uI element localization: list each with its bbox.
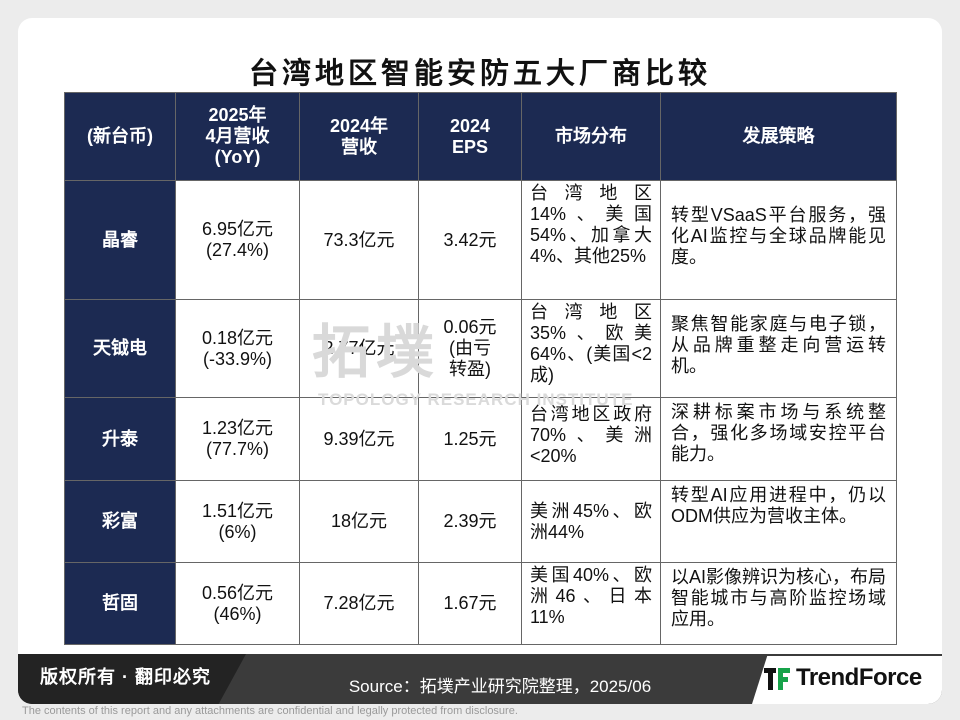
april-revenue-cell: 6.95亿元 (27.4%) <box>175 180 300 300</box>
market-cell: 台湾地区35%、欧美64%、(美国<2成) <box>521 299 661 398</box>
strategy-cell: 转型VSaaS平台服务，强化AI监控与全球品牌能见度。 <box>660 180 897 300</box>
header-market: 市场分布 <box>521 92 661 181</box>
company-name: 升泰 <box>64 397 176 481</box>
table-row: 彩富 1.51亿元 (6%) 18亿元 2.39元 美洲45%、欧洲44% 转型… <box>64 480 897 563</box>
april-revenue-cell: 0.56亿元 (46%) <box>175 562 300 645</box>
company-name: 晶睿 <box>64 180 176 300</box>
table-row: 哲固 0.56亿元 (46%) 7.28亿元 1.67元 美国40%、欧洲46、… <box>64 562 897 645</box>
eps-cell: 0.06元 (由亏 转盈) <box>418 299 522 398</box>
table-row: 晶睿 6.95亿元 (27.4%) 73.3亿元 3.42元 台湾地区14%、美… <box>64 180 897 300</box>
header-2024-eps: 2024 EPS <box>418 92 522 181</box>
april-revenue-cell: 0.18亿元 (-33.9%) <box>175 299 300 398</box>
market-cell: 台湾地区14%、美国54%、加拿大4%、其他25% <box>521 180 661 300</box>
strategy-cell: 以AI影像辨识为核心，布局智能城市与高阶监控场域应用。 <box>660 562 897 645</box>
eps-cell: 2.39元 <box>418 480 522 563</box>
logo-wordmark: TrendForce <box>796 664 922 691</box>
market-cell: 美国40%、欧洲46、日本11% <box>521 562 661 645</box>
market-cell: 台湾地区政府70%、美洲<20% <box>521 397 661 481</box>
revenue-2024-cell: 7.28亿元 <box>299 562 419 645</box>
eps-cell: 1.25元 <box>418 397 522 481</box>
revenue-2024-cell: 2.77亿元 <box>299 299 419 398</box>
april-revenue-cell: 1.23亿元 (77.7%) <box>175 397 300 481</box>
table-row: 升泰 1.23亿元 (77.7%) 9.39亿元 1.25元 台湾地区政府70%… <box>64 397 897 481</box>
company-name: 彩富 <box>64 480 176 563</box>
copyright-label: 版权所有 · 翻印必究 <box>18 654 246 704</box>
april-revenue-cell: 1.51亿元 (6%) <box>175 480 300 563</box>
market-cell: 美洲45%、欧洲44% <box>521 480 661 563</box>
table-row: 天钺电 0.18亿元 (-33.9%) 2.77亿元 0.06元 (由亏 转盈)… <box>64 299 897 398</box>
revenue-2024-cell: 9.39亿元 <box>299 397 419 481</box>
eps-cell: 1.67元 <box>418 562 522 645</box>
header-currency: (新台币) <box>64 92 176 181</box>
strategy-cell: 聚焦智能家庭与电子锁，从品牌重整走向营运转机。 <box>660 299 897 398</box>
source-text: Source：拓墣产业研究院整理，2025/06 <box>348 677 652 696</box>
table-header-row: (新台币) 2025年 4月营收 (YoY) 2024年 营收 2024 EPS… <box>64 92 897 181</box>
strategy-cell: 转型AI应用进程中，仍以ODM供应为营收主体。 <box>660 480 897 563</box>
company-name: 天钺电 <box>64 299 176 398</box>
header-april-revenue: 2025年 4月营收 (YoY) <box>175 92 300 181</box>
trendforce-logo-icon <box>764 668 790 690</box>
page-title: 台湾地区智能安防五大厂商比较 <box>248 56 711 90</box>
company-name: 哲固 <box>64 562 176 645</box>
header-strategy: 发展策略 <box>660 92 897 181</box>
revenue-2024-cell: 18亿元 <box>299 480 419 563</box>
comparison-table: (新台币) 2025年 4月营收 (YoY) 2024年 营收 2024 EPS… <box>64 92 897 645</box>
revenue-2024-cell: 73.3亿元 <box>299 180 419 300</box>
eps-cell: 3.42元 <box>418 180 522 300</box>
header-2024-revenue: 2024年 营收 <box>299 92 419 181</box>
disclaimer-text: The contents of this report and any atta… <box>22 705 518 717</box>
strategy-cell: 深耕标案市场与系统整合，强化多场域安控平台能力。 <box>660 397 897 481</box>
